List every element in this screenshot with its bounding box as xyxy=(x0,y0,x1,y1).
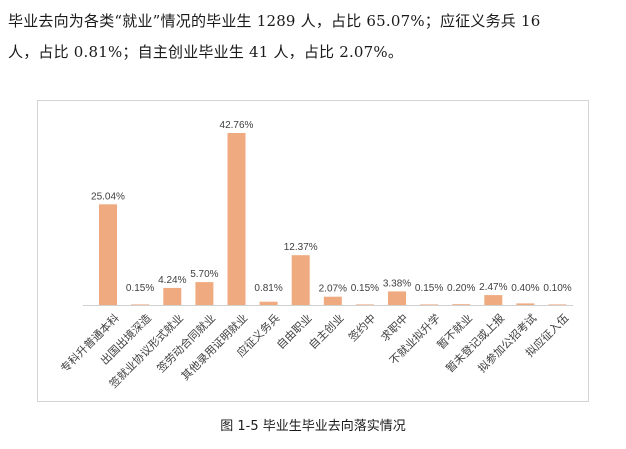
bar-chart: 25.04%专科升普通本科0.15%出国出境深造4.24%签就业协议形式就业5.… xyxy=(57,120,573,391)
bar-0 xyxy=(99,204,117,305)
data-label-14: 0.10% xyxy=(543,283,571,294)
data-label-13: 0.40% xyxy=(511,283,539,294)
bar-3 xyxy=(195,282,214,305)
bar-6 xyxy=(291,255,310,305)
paragraph-line-2: 人，占比 0.81%；自主创业毕业生 41 人，占比 2.07%。 xyxy=(8,43,404,61)
bar-7 xyxy=(323,296,342,305)
bar-13 xyxy=(516,303,535,305)
data-label-0: 25.04% xyxy=(91,191,125,202)
figure-caption: 图 1-5 毕业生毕业去向落实情况 xyxy=(220,419,406,434)
bar-2 xyxy=(163,287,182,305)
chart-container: 25.04% 专科升普通本科 0.15% 出国出境深造 4.24% 签就业协议形式就业 5.… xyxy=(37,100,589,402)
data-label-4: 42.76% xyxy=(220,120,254,131)
data-label-6: 12.37% xyxy=(284,242,318,253)
bar-11 xyxy=(452,304,471,305)
category-label-7: 自主创业 xyxy=(306,312,346,352)
data-label-11: 0.20% xyxy=(447,283,475,294)
intro-paragraph: 毕业去向为各类“就业”情况的毕业生 1289 人，占比 65.07%；应征义务兵… xyxy=(8,6,618,68)
bar-12 xyxy=(484,295,503,305)
bar-14 xyxy=(548,304,567,305)
category-label-8: 签约中 xyxy=(345,311,378,344)
bar-10 xyxy=(420,304,439,305)
bar-1 xyxy=(131,304,150,305)
data-label-12: 2.47% xyxy=(479,282,507,293)
data-label-3: 5.70% xyxy=(190,269,218,280)
data-label-5: 0.81% xyxy=(254,283,282,294)
bar-8 xyxy=(355,304,374,305)
bar-5 xyxy=(259,301,278,305)
paragraph-line-1: 毕业去向为各类“就业”情况的毕业生 1289 人，占比 65.07%；应征义务兵… xyxy=(8,12,541,30)
data-label-7: 2.07% xyxy=(319,284,347,295)
data-label-10: 0.15% xyxy=(415,283,443,294)
data-label-9: 3.38% xyxy=(383,278,411,289)
data-label-8: 0.15% xyxy=(351,283,379,294)
bar-4 xyxy=(227,133,246,305)
data-label-1: 0.15% xyxy=(126,283,154,294)
data-label-2: 4.24% xyxy=(158,275,186,286)
bar-9 xyxy=(388,291,406,305)
